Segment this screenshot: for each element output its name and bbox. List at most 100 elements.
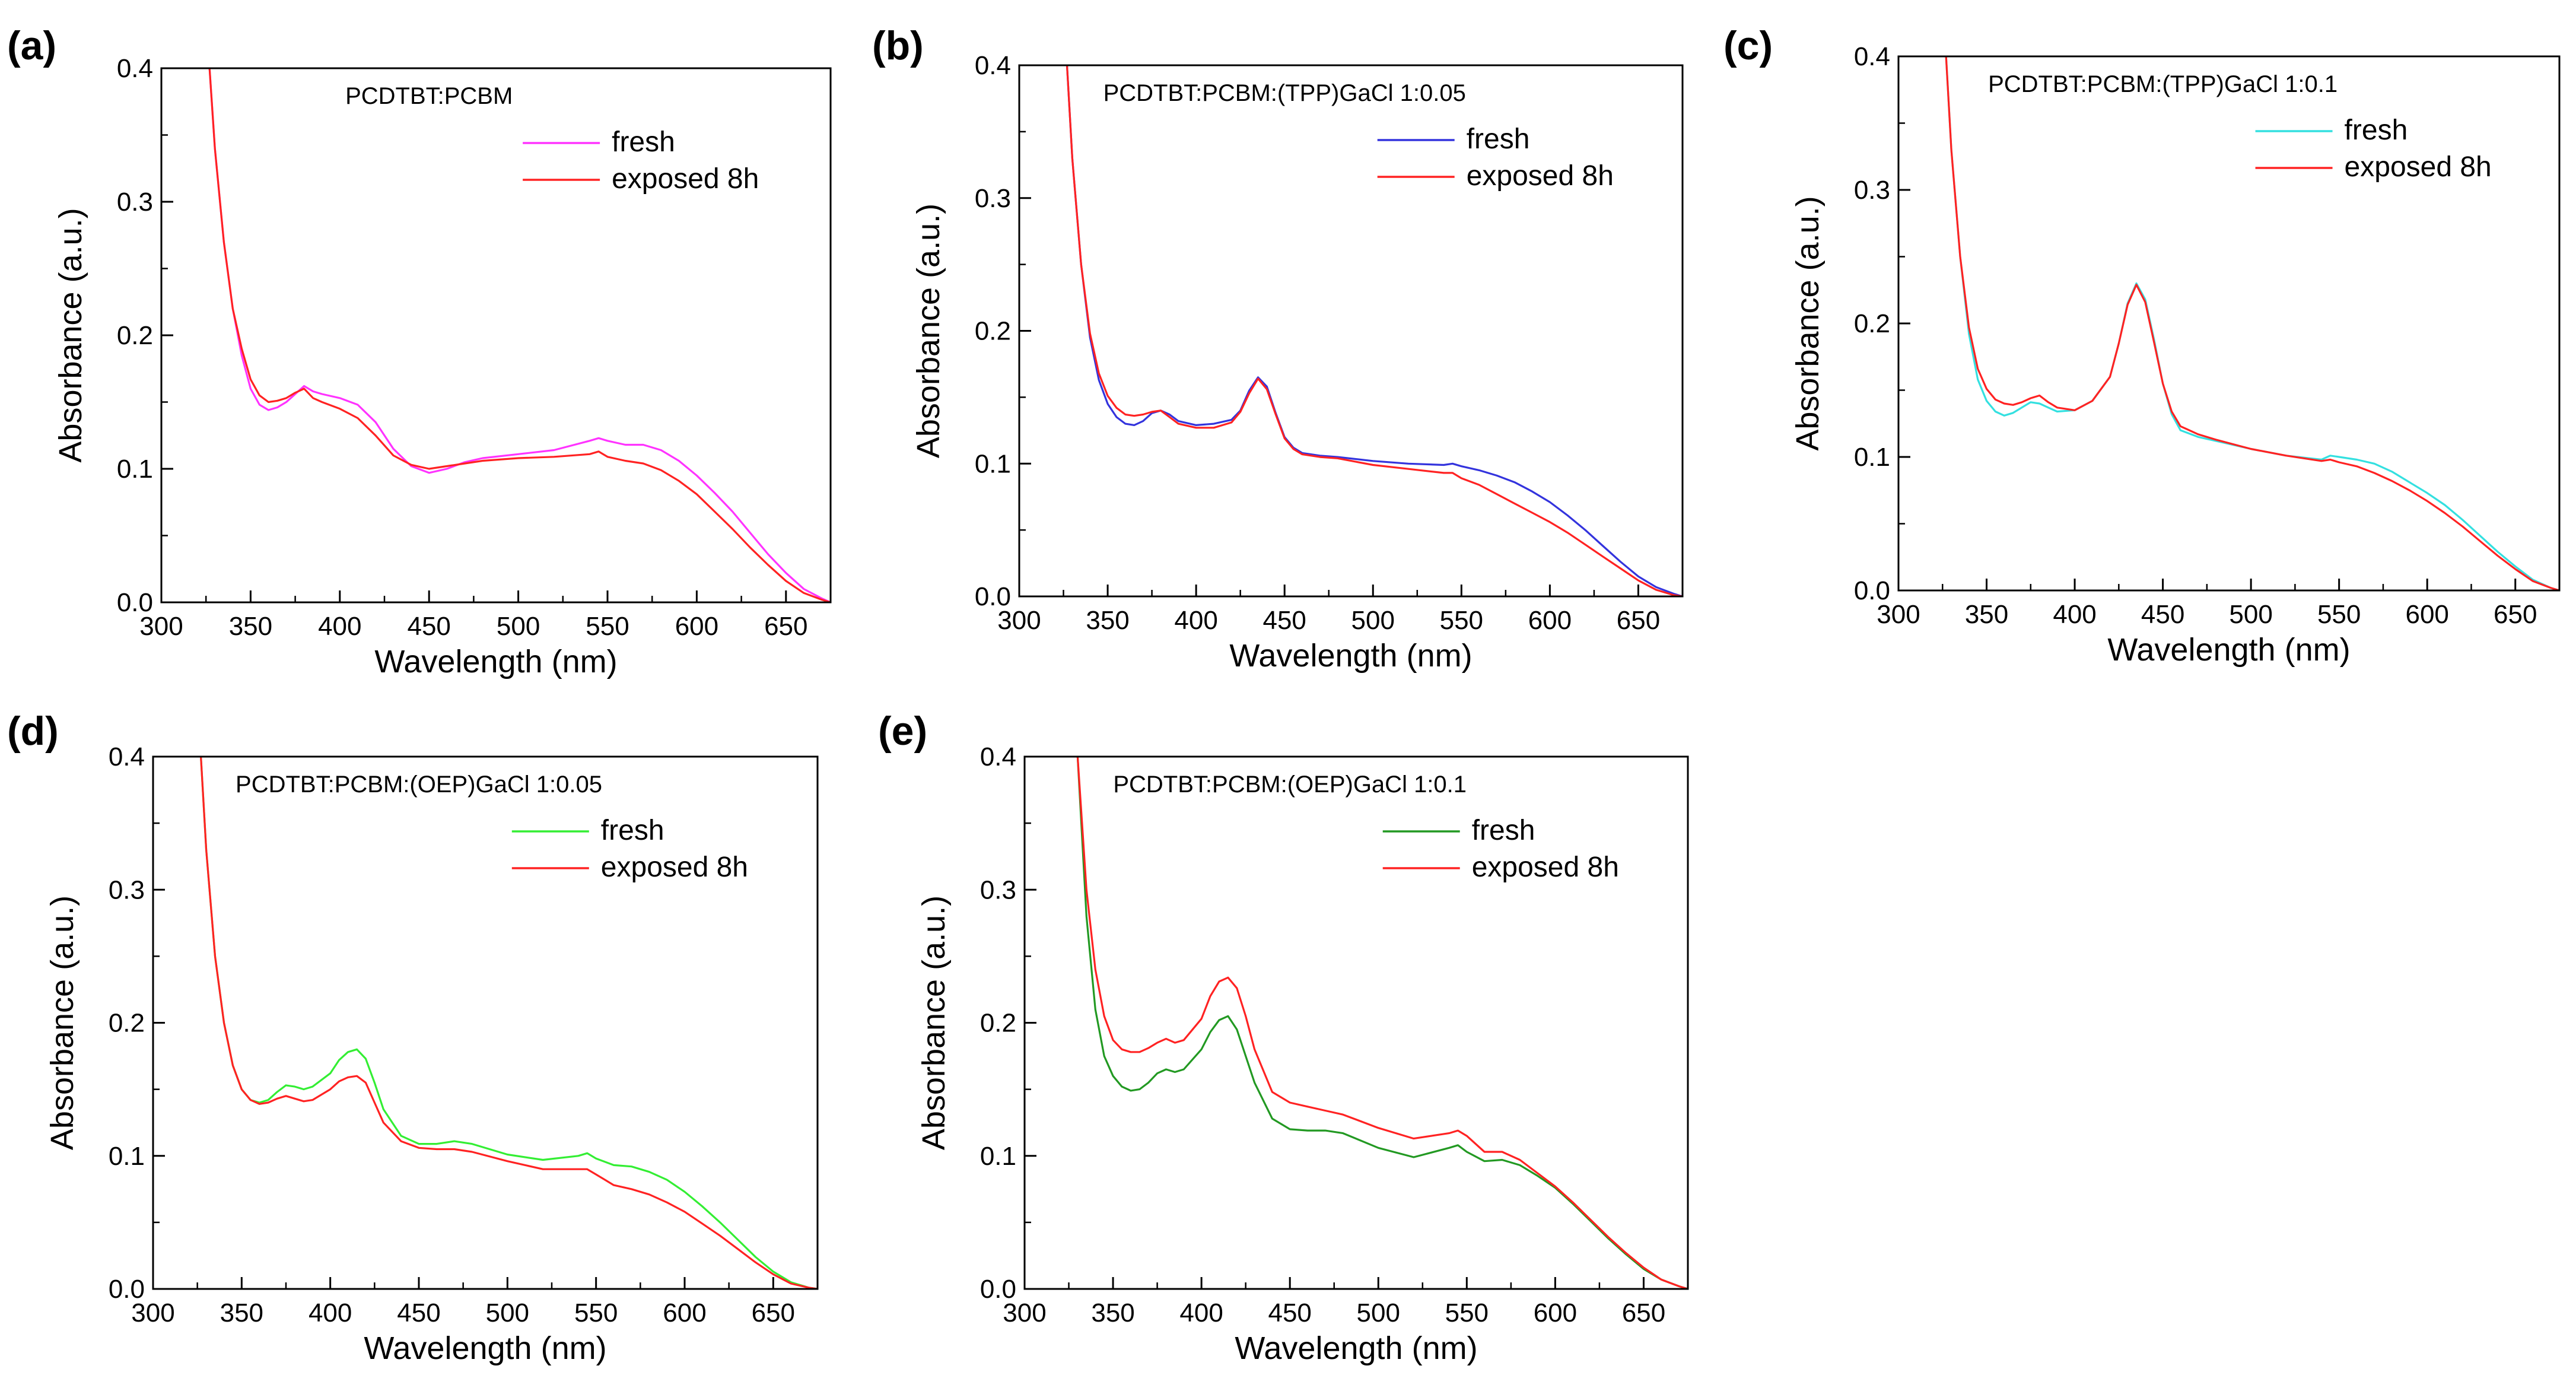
plot-frame bbox=[160, 67, 832, 604]
x-tick-label: 500 bbox=[1357, 1298, 1400, 1328]
chart-panel-2: (b) 300 350 400 450 500 550 600 650 0.0 0.1 0.2 0.3 0… bbox=[872, 23, 1684, 674]
series-line-fresh bbox=[1066, 65, 1683, 596]
y-axis-title: Absorbance (a.u.) bbox=[1790, 196, 1826, 450]
x-tick-label: 500 bbox=[497, 612, 540, 641]
y-tick-label: 0.4 bbox=[109, 742, 145, 771]
y-tick-label: 0.1 bbox=[117, 455, 153, 484]
panel-label: (c) bbox=[1723, 23, 1773, 68]
legend-label: exposed 8h bbox=[612, 163, 759, 195]
chart-title: PCDTBT:PCBM:(TPP)GaCl 1:0.1 bbox=[1988, 71, 2338, 97]
series-line-exposed-8h bbox=[1076, 757, 1688, 1289]
x-tick-label: 600 bbox=[1534, 1298, 1577, 1328]
x-tick-label: 650 bbox=[764, 612, 807, 641]
y-axis-title: Absorbance (a.u.) bbox=[44, 895, 80, 1150]
x-tick-label: 450 bbox=[2141, 600, 2184, 629]
x-axis-title: Wavelength (nm) bbox=[1229, 638, 1472, 674]
series-line-fresh bbox=[1945, 56, 2559, 590]
y-tick-label: 0.3 bbox=[117, 188, 153, 217]
x-tick-label: 350 bbox=[1091, 1298, 1134, 1328]
x-tick-label: 650 bbox=[2494, 600, 2537, 629]
x-tick-label: 600 bbox=[663, 1298, 706, 1328]
x-axis-title: Wavelength (nm) bbox=[1235, 1330, 1477, 1366]
legend-label: fresh bbox=[1467, 123, 1530, 155]
x-tick-label: 650 bbox=[752, 1298, 795, 1328]
chart-panel-1: (a) 300 350 400 450 500 550 600 650 0.0 0.1 0.2 0.3 0… bbox=[7, 23, 832, 679]
x-tick-label: 600 bbox=[675, 612, 718, 641]
x-tick-label: 300 bbox=[1003, 1298, 1046, 1328]
x-tick-label: 400 bbox=[1174, 606, 1217, 635]
y-tick-label: 0.4 bbox=[975, 51, 1011, 80]
chart-panel-4: (d) 300 350 400 450 500 550 600 650 0.0 0.1 0.2 0.3 0… bbox=[7, 709, 819, 1366]
y-tick-label: 0.0 bbox=[117, 588, 153, 617]
chart-panel-3: (c) 300 350 400 450 500 550 600 650 0.0 0.1 0.2 0.3 0… bbox=[1723, 23, 2561, 668]
y-tick-label: 0.4 bbox=[980, 742, 1016, 771]
x-tick-label: 600 bbox=[2405, 600, 2448, 629]
x-tick-label: 400 bbox=[318, 612, 361, 641]
x-tick-label: 650 bbox=[1622, 1298, 1665, 1328]
x-tick-label: 550 bbox=[574, 1298, 618, 1328]
legend-label: fresh bbox=[1472, 815, 1535, 846]
y-tick-label: 0.1 bbox=[109, 1142, 145, 1171]
y-tick-label: 0.1 bbox=[975, 449, 1011, 478]
panel-label: (b) bbox=[872, 23, 924, 68]
x-tick-label: 350 bbox=[1965, 600, 2008, 629]
y-tick-label: 0.2 bbox=[1854, 309, 1890, 338]
legend-label: exposed 8h bbox=[601, 852, 748, 883]
y-tick-label: 0.3 bbox=[1854, 176, 1890, 205]
y-tick-label: 0.3 bbox=[109, 875, 145, 904]
x-tick-label: 500 bbox=[486, 1298, 529, 1328]
x-tick-label: 450 bbox=[407, 612, 450, 641]
chart-title: PCDTBT:PCBM:(OEP)GaCl 1:0.1 bbox=[1113, 771, 1467, 798]
x-tick-label: 400 bbox=[2053, 600, 2096, 629]
chart-title: PCDTBT:PCBM:(OEP)GaCl 1:0.05 bbox=[236, 771, 602, 798]
series-line-exposed-8h bbox=[200, 757, 818, 1289]
plot-frame bbox=[1023, 755, 1689, 1290]
plot-frame bbox=[1897, 55, 2561, 592]
x-tick-label: 450 bbox=[1262, 606, 1306, 635]
x-tick-label: 350 bbox=[220, 1298, 263, 1328]
y-tick-label: 0.0 bbox=[109, 1275, 145, 1304]
x-tick-label: 550 bbox=[2317, 600, 2361, 629]
y-tick-label: 0.2 bbox=[109, 1009, 145, 1038]
y-tick-label: 0.1 bbox=[980, 1142, 1016, 1171]
legend-label: exposed 8h bbox=[2345, 151, 2492, 183]
legend-label: fresh bbox=[601, 815, 664, 846]
x-tick-label: 650 bbox=[1617, 606, 1660, 635]
y-axis-title: Absorbance (a.u.) bbox=[916, 895, 952, 1150]
legend-label: fresh bbox=[2345, 115, 2408, 146]
plot-frame bbox=[152, 755, 819, 1290]
x-tick-label: 300 bbox=[131, 1298, 174, 1328]
x-tick-label: 550 bbox=[1445, 1298, 1489, 1328]
x-tick-label: 450 bbox=[1268, 1298, 1311, 1328]
x-tick-label: 400 bbox=[309, 1298, 352, 1328]
x-axis-title: Wavelength (nm) bbox=[2107, 632, 2350, 668]
y-tick-label: 0.2 bbox=[975, 317, 1011, 346]
x-axis-title: Wavelength (nm) bbox=[364, 1330, 606, 1366]
y-tick-label: 0.3 bbox=[975, 184, 1011, 213]
y-tick-label: 0.4 bbox=[1854, 42, 1890, 71]
legend-label: exposed 8h bbox=[1467, 160, 1614, 192]
series-line-fresh bbox=[1076, 757, 1688, 1289]
plot-frame bbox=[1018, 64, 1684, 598]
x-tick-label: 350 bbox=[229, 612, 272, 641]
y-axis-title: Absorbance (a.u.) bbox=[911, 204, 946, 458]
legend-label: fresh bbox=[612, 126, 675, 158]
x-tick-label: 350 bbox=[1086, 606, 1129, 635]
y-tick-label: 0.2 bbox=[117, 321, 153, 350]
chart-panel-5: (e) 300 350 400 450 500 550 600 650 0.0 0.1 0.2 0.3 0… bbox=[878, 709, 1689, 1366]
series-line-fresh bbox=[208, 68, 831, 602]
y-tick-label: 0.4 bbox=[117, 54, 153, 83]
y-tick-label: 0.3 bbox=[980, 875, 1016, 904]
x-axis-title: Wavelength (nm) bbox=[374, 644, 617, 679]
x-tick-label: 300 bbox=[1877, 600, 1920, 629]
panel-label: (a) bbox=[7, 23, 56, 68]
y-tick-label: 0.0 bbox=[980, 1275, 1016, 1304]
series-line-exposed-8h bbox=[1945, 56, 2559, 590]
x-tick-label: 550 bbox=[1440, 606, 1483, 635]
y-tick-label: 0.1 bbox=[1854, 443, 1890, 472]
x-tick-label: 400 bbox=[1179, 1298, 1223, 1328]
y-tick-label: 0.2 bbox=[980, 1009, 1016, 1038]
series-line-fresh bbox=[200, 757, 818, 1289]
panel-label: (d) bbox=[7, 709, 59, 754]
